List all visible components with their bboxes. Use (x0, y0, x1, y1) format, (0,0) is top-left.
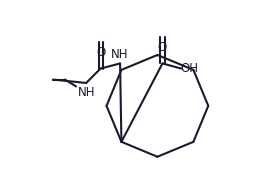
Text: NH: NH (111, 48, 128, 61)
Text: OH: OH (180, 62, 199, 75)
Text: O: O (158, 41, 167, 54)
Text: O: O (96, 46, 105, 59)
Text: NH: NH (78, 86, 96, 99)
